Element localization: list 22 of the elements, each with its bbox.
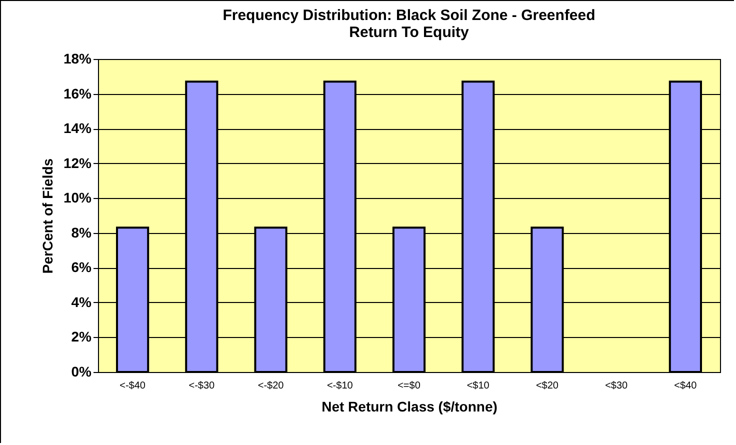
y-tick-label: 16% xyxy=(63,85,92,102)
x-tick-label: <-$30 xyxy=(188,380,216,392)
y-tick-label: 8% xyxy=(71,224,92,240)
x-tick-label: <=$0 xyxy=(398,380,421,392)
x-tick-label: <$10 xyxy=(466,380,490,392)
y-tick-label: 0% xyxy=(71,364,92,380)
x-tick-label: <$20 xyxy=(536,380,559,392)
y-tick-label: 4% xyxy=(71,294,92,310)
y-tick-label: 12% xyxy=(63,154,92,171)
x-tick-label: <-$40 xyxy=(120,380,146,392)
y-tick-label: 18% xyxy=(63,50,92,66)
x-tick-label: <$30 xyxy=(605,380,628,392)
x-tick-label: <$40 xyxy=(674,380,698,392)
x-tick-label: <-$20 xyxy=(258,380,284,392)
y-tick-label: 10% xyxy=(63,190,92,206)
chart-title: Frequency Distribution: Black Soil Zone - Greenfeed Return To Equity xyxy=(222,7,596,41)
y-tick-label: 2% xyxy=(71,328,92,345)
x-tick-label: <-$10 xyxy=(326,380,354,392)
y-axis-title: PerCent of Fields xyxy=(39,158,56,274)
x-axis-title: Net Return Class ($/tonne) xyxy=(322,398,498,414)
y-tick-label: 6% xyxy=(71,259,92,276)
y-tick-label: 14% xyxy=(63,120,92,136)
